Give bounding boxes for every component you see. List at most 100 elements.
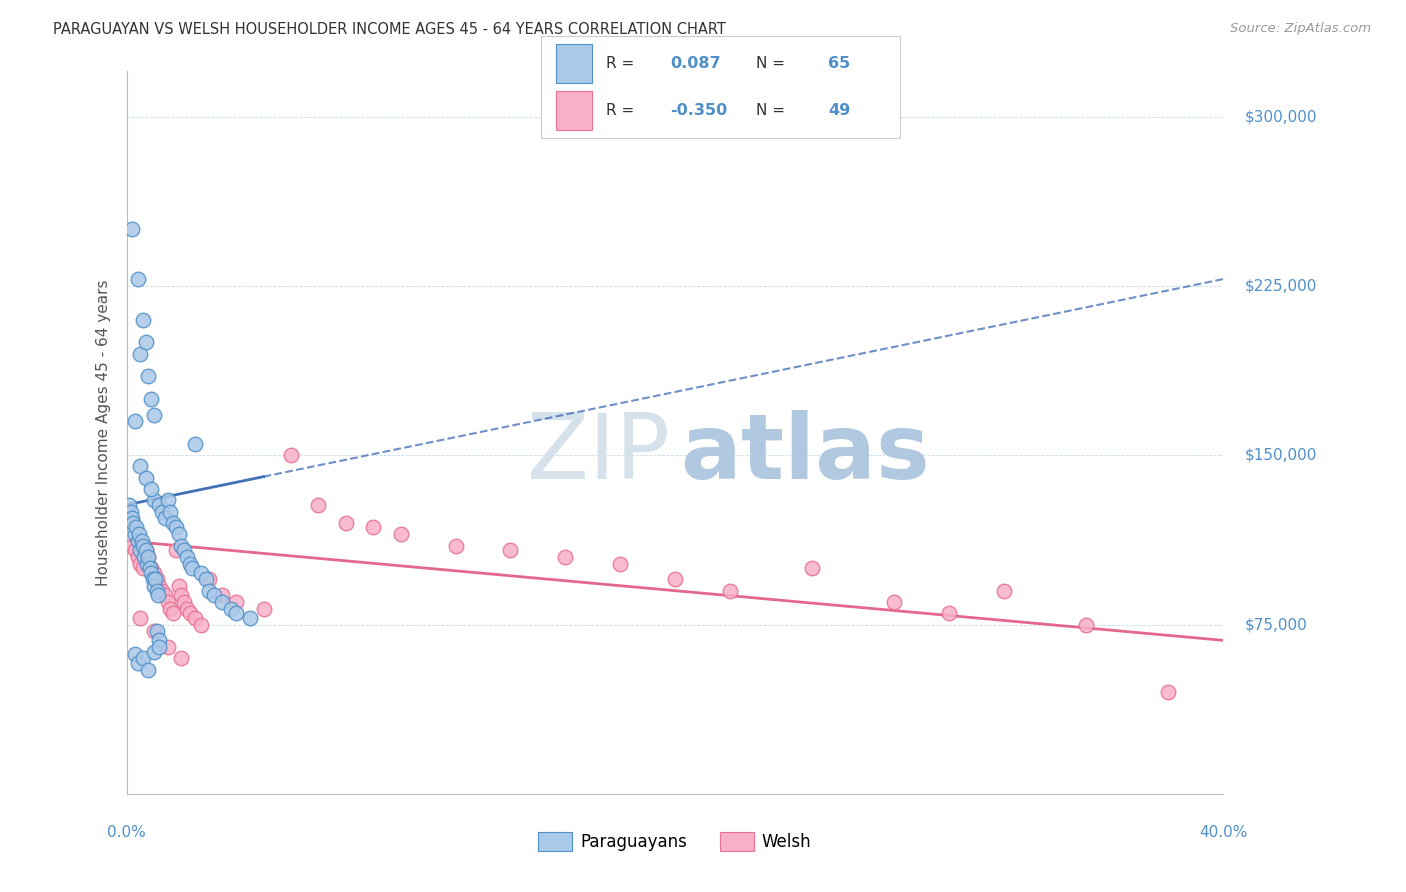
Point (253, 601, 276, 615)
Y-axis label: Householder Income Ages 45 - 64 years: Householder Income Ages 45 - 64 years (96, 279, 111, 586)
Point (156, 493, 179, 508)
Point (153, 588, 176, 602)
Point (138, 549, 160, 564)
Point (219, 601, 242, 615)
Point (131, 533, 153, 548)
Point (129, 557, 152, 571)
Point (170, 588, 193, 602)
Point (938, 607, 960, 621)
Point (170, 539, 193, 553)
Point (128, 527, 150, 541)
Text: ZIP: ZIP (526, 410, 669, 499)
Point (176, 601, 198, 615)
Point (554, 549, 576, 564)
Point (139, 561, 162, 575)
Point (179, 557, 201, 571)
Point (307, 498, 329, 512)
Point (127, 549, 149, 564)
Point (146, 588, 169, 602)
Point (124, 543, 146, 558)
Text: R =: R = (606, 56, 638, 70)
Text: 0.087: 0.087 (671, 56, 721, 70)
Text: $225,000: $225,000 (1246, 278, 1317, 293)
Point (135, 543, 157, 558)
Point (1157, 685, 1180, 699)
Point (127, 656, 149, 670)
Point (239, 611, 262, 625)
Point (211, 595, 233, 609)
Point (883, 595, 905, 609)
FancyBboxPatch shape (555, 91, 592, 130)
Point (138, 549, 160, 564)
Point (132, 539, 155, 553)
Point (143, 579, 166, 593)
Point (150, 583, 173, 598)
Point (184, 611, 207, 625)
Point (145, 583, 167, 598)
Text: R =: R = (606, 103, 638, 118)
Point (121, 539, 143, 553)
Point (190, 617, 212, 632)
FancyBboxPatch shape (555, 44, 592, 83)
Point (664, 573, 686, 587)
Point (135, 471, 157, 485)
Point (170, 651, 193, 665)
Point (121, 511, 143, 525)
Point (120, 505, 142, 519)
Point (162, 516, 184, 530)
Point (195, 573, 218, 587)
Text: 49: 49 (828, 103, 851, 118)
Point (165, 520, 187, 534)
Point (280, 448, 302, 462)
Point (141, 482, 163, 496)
Point (148, 498, 170, 512)
Text: N =: N = (756, 103, 790, 118)
Point (159, 505, 181, 519)
Point (125, 520, 148, 534)
Text: N =: N = (756, 56, 790, 70)
Point (132, 561, 155, 575)
Point (202, 588, 225, 602)
Point (141, 566, 163, 580)
Point (363, 520, 385, 534)
Point (134, 549, 156, 564)
Point (335, 516, 357, 530)
Point (179, 607, 201, 621)
Point (801, 561, 824, 575)
Point (153, 511, 176, 525)
Point (145, 573, 167, 587)
Point (122, 516, 145, 530)
Point (148, 640, 170, 654)
Point (159, 601, 181, 615)
Point (993, 583, 1015, 598)
Point (389, 527, 412, 541)
Point (143, 493, 166, 508)
Point (132, 312, 155, 326)
Point (499, 543, 522, 558)
Point (173, 543, 195, 558)
Text: $150,000: $150,000 (1246, 448, 1317, 463)
Point (167, 579, 190, 593)
Point (138, 663, 160, 677)
Point (143, 408, 166, 422)
Text: 65: 65 (828, 56, 851, 70)
Point (129, 459, 152, 474)
Point (135, 335, 157, 350)
Point (167, 527, 190, 541)
Legend: Paraguayans, Welsh: Paraguayans, Welsh (531, 825, 818, 858)
Text: Source: ZipAtlas.com: Source: ZipAtlas.com (1230, 22, 1371, 36)
Point (156, 595, 179, 609)
Point (143, 573, 166, 587)
Point (129, 543, 152, 558)
Point (225, 607, 247, 621)
Text: 0.0%: 0.0% (107, 825, 146, 840)
Text: $300,000: $300,000 (1246, 109, 1317, 124)
Point (176, 549, 198, 564)
Point (184, 437, 207, 451)
Point (162, 607, 184, 621)
Point (718, 583, 741, 598)
Point (141, 392, 163, 406)
Point (143, 624, 166, 639)
Text: -0.350: -0.350 (671, 103, 728, 118)
Text: $75,000: $75,000 (1246, 617, 1308, 632)
